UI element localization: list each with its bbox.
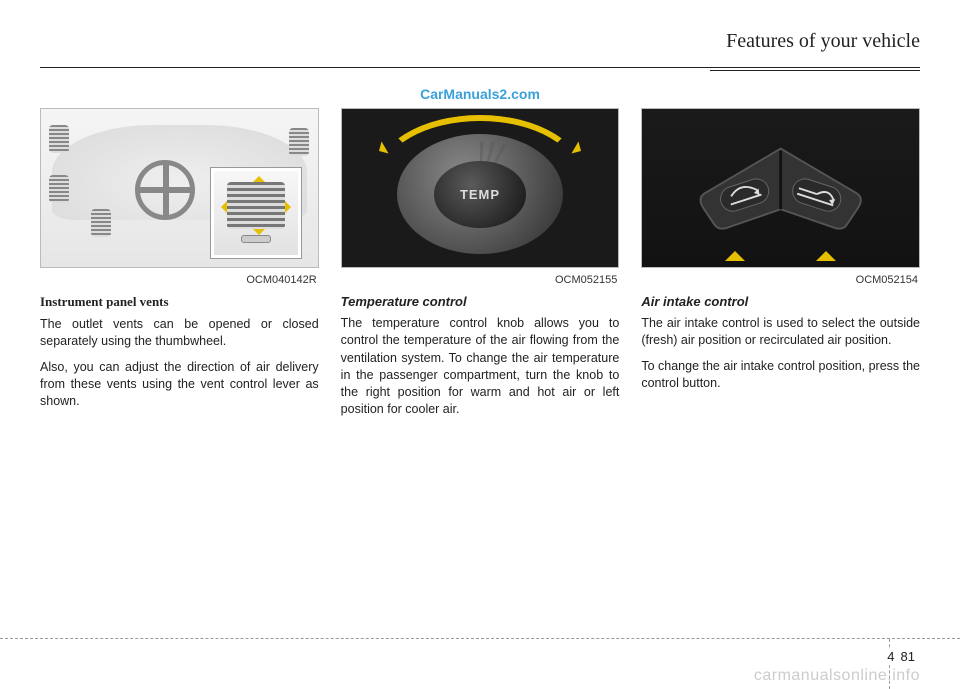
intake-svg-icon [670,141,891,236]
paragraph: The temperature control knob allows you … [341,315,620,419]
vent-center-left-icon [49,175,69,203]
watermark-top: CarManuals2.com [40,86,920,102]
vent-left-icon [49,125,69,153]
figure-air-intake [641,108,920,268]
section-title: Features of your vehicle [726,30,920,53]
column-air-intake: OCM052154 Air intake control The air int… [641,108,920,427]
figure-instrument-vents [40,108,319,268]
watermark-top-text: CarManuals2.com [420,86,540,102]
indicator-arrow-right-icon [816,241,836,261]
column-vents: OCM040142R Instrument panel vents The ou… [40,108,319,427]
page-number: 481 [884,648,918,665]
footer-dashed-rule [0,638,960,639]
figure-label: OCM040142R [40,274,319,286]
section-heading-temp: Temperature control [341,294,620,309]
paragraph: Also, you can adjust the direction of ai… [40,359,319,411]
figure-label: OCM052154 [641,274,920,286]
paragraph: To change the air intake control positio… [641,358,920,393]
chapter-number: 4 [884,648,897,665]
vent-center-icon [91,209,111,237]
arrow-left-icon [215,201,227,213]
paragraph: The outlet vents can be opened or closed… [40,316,319,351]
arrow-up-icon [253,170,265,182]
steering-wheel-icon [135,160,195,220]
column-temperature: TEMP OCM052155 Temperature control The t… [341,108,620,427]
manual-page: Features of your vehicle CarManuals2.com [0,0,960,689]
figure-label: OCM052155 [341,274,620,286]
vent-inset-detail [211,168,301,258]
figure-temp-knob: TEMP [341,108,620,268]
vent-grille-icon [227,182,286,228]
air-intake-buttons [670,141,891,236]
indicator-arrow-left-icon [725,241,745,261]
paragraph: The air intake control is used to select… [641,315,920,350]
header-underline [710,70,920,71]
section-heading-intake: Air intake control [641,294,920,309]
temp-knob-outer: TEMP [397,134,563,254]
watermark-bottom: carmanualsonline.info [754,667,920,685]
arrow-down-icon [253,229,265,241]
section-heading-vents: Instrument panel vents [40,294,319,310]
page-header: Features of your vehicle [40,28,920,68]
arrow-right-icon [285,201,297,213]
temp-knob-label: TEMP [434,161,527,228]
content-columns: OCM040142R Instrument panel vents The ou… [40,108,920,427]
page-number-value: 81 [898,648,918,665]
vent-right-icon [289,128,309,156]
